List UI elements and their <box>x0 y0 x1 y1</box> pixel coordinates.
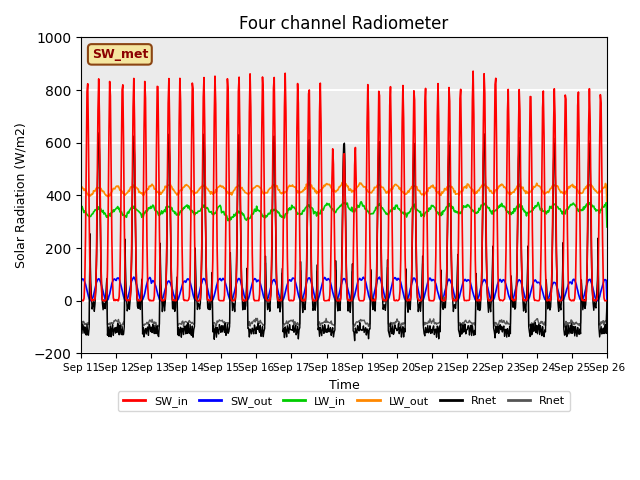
SW_out <box>223 288 231 294</box>
Rnet <box>77 322 85 328</box>
Line: SW_in: SW_in <box>81 71 607 301</box>
LW_in <box>141 211 148 216</box>
LW_out <box>77 185 85 191</box>
Rnet <box>87 282 95 288</box>
SW_in <box>87 293 95 299</box>
LW_out <box>141 190 148 195</box>
Rnet <box>87 278 95 284</box>
SW_out <box>603 298 611 304</box>
SW_in <box>408 272 415 277</box>
Line: LW_in: LW_in <box>81 202 607 227</box>
Rnet <box>424 321 431 326</box>
Rnet <box>77 318 85 324</box>
SW_out <box>77 279 85 285</box>
LW_out <box>195 188 202 193</box>
Rnet <box>410 170 417 176</box>
Rnet <box>425 330 433 336</box>
Rnet <box>603 298 611 304</box>
LW_out <box>87 192 95 198</box>
LW_out <box>424 189 431 194</box>
SW_in <box>141 79 148 84</box>
SW_out <box>142 283 150 289</box>
SW_out <box>425 277 433 283</box>
SW_out <box>410 276 417 282</box>
LW_in <box>357 199 365 204</box>
SW_in <box>423 212 431 217</box>
LW_out <box>222 188 230 193</box>
SW_out <box>87 298 95 304</box>
Line: LW_out: LW_out <box>81 181 607 206</box>
Y-axis label: Solar Radiation (W/m2): Solar Radiation (W/m2) <box>15 122 28 268</box>
SW_in <box>222 213 230 218</box>
LW_in <box>603 224 611 230</box>
Line: Rnet: Rnet <box>81 134 607 341</box>
Line: Rnet: Rnet <box>81 132 607 327</box>
X-axis label: Time: Time <box>329 379 360 392</box>
LW_in <box>222 212 230 218</box>
SW_in <box>603 298 611 303</box>
LW_out <box>340 179 348 184</box>
LW_out <box>408 185 416 191</box>
LW_in <box>408 204 416 210</box>
Rnet <box>141 321 149 327</box>
LW_in <box>424 208 431 214</box>
Text: SW_met: SW_met <box>92 48 148 61</box>
SW_out <box>196 288 204 294</box>
Rnet <box>560 324 568 330</box>
SW_in <box>469 68 477 74</box>
Title: Four channel Radiometer: Four channel Radiometer <box>239 15 449 33</box>
Rnet <box>95 131 102 137</box>
SW_out <box>88 297 95 303</box>
Rnet <box>603 298 611 304</box>
SW_in <box>77 298 85 304</box>
Rnet <box>351 338 358 344</box>
Rnet <box>223 330 230 336</box>
SW_in <box>195 298 202 304</box>
Rnet <box>195 301 203 307</box>
Legend: SW_in, SW_out, LW_in, LW_out, Rnet, Rnet: SW_in, SW_out, LW_in, LW_out, Rnet, Rnet <box>118 391 570 411</box>
Rnet <box>95 130 102 135</box>
SW_out <box>130 274 138 280</box>
Line: SW_out: SW_out <box>81 277 607 301</box>
LW_in <box>87 214 95 219</box>
Rnet <box>195 298 203 303</box>
Rnet <box>223 320 230 326</box>
Rnet <box>408 224 416 229</box>
LW_in <box>77 206 85 212</box>
LW_out <box>603 203 611 209</box>
Rnet <box>141 325 149 331</box>
LW_in <box>195 208 202 214</box>
